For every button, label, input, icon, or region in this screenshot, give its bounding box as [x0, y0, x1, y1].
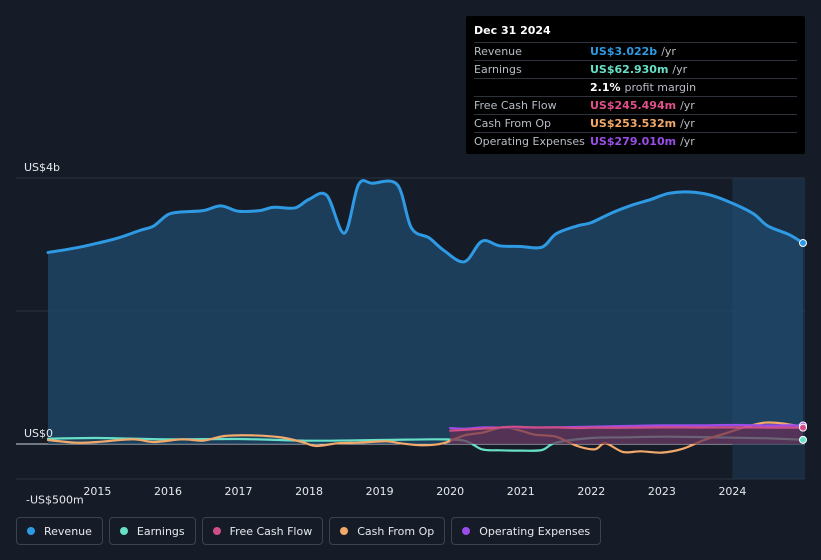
series-layer — [46, 179, 805, 454]
y-axis-label: US$4b — [24, 161, 60, 174]
y-axis-label: US$0 — [24, 427, 53, 440]
tooltip-row-label: Cash From Op — [474, 117, 552, 130]
revenue-line — [46, 179, 805, 264]
tooltip-row-value: US$253.532m — [590, 117, 677, 130]
tooltip-row-label: Revenue — [474, 45, 522, 58]
legend-dot-icon — [212, 527, 221, 535]
free-cash-flow-area — [450, 426, 803, 444]
tooltip-row-unit: profit margin — [624, 81, 697, 94]
x-tick-label: 2023 — [648, 485, 676, 498]
legend-dot-icon — [27, 527, 35, 535]
legend-dot-icon — [462, 527, 471, 535]
x-axis-labels: 2015 2016 2017 2018 2019 2020 2021 2022 2023 2024 — [83, 485, 746, 498]
tooltip-row-label: Free Cash Flow — [474, 99, 557, 112]
chart-legend: Revenue Earnings Free Cash Flow Cash From O… — [16, 517, 602, 545]
tooltip-row: Revenue US$3.022b/yr — [474, 42, 797, 60]
legend-label: Cash From Op — [357, 524, 435, 538]
tooltip-row-unit: /yr — [680, 99, 695, 112]
legend-item-revenue[interactable]: Revenue — [16, 517, 103, 545]
y-axis-labels: US$4b US$0 -US$500m — [24, 161, 84, 506]
x-tick-label: 2018 — [295, 485, 323, 498]
tooltip-row: 2.1% profit margin — [474, 78, 797, 96]
tooltip-row: Earnings US$62.930m/yr — [474, 60, 797, 78]
x-tick-label: 2017 — [225, 485, 253, 498]
tooltip-row-unit: /yr — [680, 135, 695, 148]
tooltip-row-unit: /yr — [661, 45, 676, 58]
series-end-markers — [799, 239, 807, 444]
legend-item-operating-expenses[interactable]: Operating Expenses — [451, 517, 602, 545]
tooltip-row: Operating Expenses US$279.010m/yr — [474, 132, 797, 150]
x-tick-label: 2022 — [577, 485, 605, 498]
tooltip-row: Free Cash Flow US$245.494m/yr — [474, 96, 797, 114]
legend-dot-icon — [340, 527, 349, 535]
tooltip-row-label: Earnings — [474, 63, 522, 76]
free-cash-flow-line — [449, 425, 805, 432]
legend-item-earnings[interactable]: Earnings — [108, 517, 196, 545]
tooltip-row-value: US$279.010m — [590, 135, 677, 148]
tooltip-rows: Revenue US$3.022b/yr Earnings US$62.930m/yr… — [474, 42, 797, 150]
x-tick-label: 2024 — [718, 485, 746, 498]
legend-label: Earnings — [136, 524, 185, 538]
legend-label: Operating Expenses — [479, 524, 591, 538]
x-tick-label: 2021 — [507, 485, 535, 498]
tooltip-row-label: Operating Expenses — [474, 135, 585, 148]
x-tick-label: 2015 — [83, 485, 111, 498]
legend-label: Revenue — [44, 524, 92, 538]
legend-dot-icon — [119, 527, 128, 535]
y-axis-label: -US$500m — [26, 493, 84, 506]
revenue-area — [48, 180, 803, 444]
x-tick-label: 2019 — [366, 485, 394, 498]
x-tick-label: 2020 — [436, 485, 464, 498]
legend-item-cash-from-op[interactable]: Cash From Op — [329, 517, 446, 545]
tooltip-row-unit: /yr — [680, 117, 695, 130]
x-tick-label: 2016 — [154, 485, 182, 498]
tooltip-panel: Dec 31 2024 Revenue US$3.022b/yr Earnings U… — [466, 16, 805, 154]
revenue-end-point — [799, 239, 807, 248]
tooltip-date: Dec 31 2024 — [474, 24, 551, 37]
earnings-end-point — [799, 435, 807, 444]
operating-expenses-line — [449, 423, 805, 430]
tooltip-row-value: 2.1% — [590, 81, 621, 94]
tooltip-row-value: US$62.930m — [590, 63, 669, 76]
tooltip-row-unit: /yr — [672, 63, 688, 76]
tooltip-row: Cash From Op US$253.532m/yr — [474, 114, 797, 132]
tooltip-row-value: US$245.494m — [590, 99, 677, 112]
legend-item-free-cash-flow[interactable]: Free Cash Flow — [201, 517, 324, 545]
legend-label: Free Cash Flow — [229, 524, 313, 538]
free-cash-flow-end-point — [799, 423, 807, 432]
tooltip-row-value: US$3.022b — [590, 45, 658, 58]
